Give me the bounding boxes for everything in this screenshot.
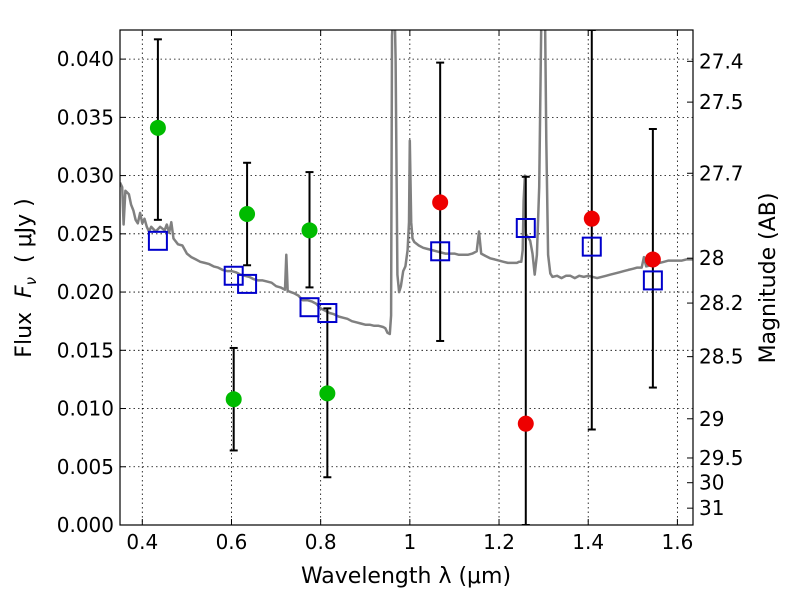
x-tick-label: 1.6 xyxy=(661,530,693,554)
magnitude-tick-label: 31 xyxy=(699,496,724,520)
data-point xyxy=(644,251,661,268)
magnitude-tick-label: 27.5 xyxy=(699,90,744,114)
y-tick-label: 0.015 xyxy=(57,338,114,362)
data-point xyxy=(317,303,338,324)
data-point xyxy=(239,206,256,223)
data-point xyxy=(225,391,242,408)
magnitude-tick-label: 30 xyxy=(699,471,724,495)
y-tick-label: 0.040 xyxy=(57,47,114,71)
magnitude-tick-label: 29.5 xyxy=(699,446,744,470)
magnitude-tick-label: 28.2 xyxy=(699,291,744,315)
magnitude-tick-label: 28 xyxy=(699,246,724,270)
x-tick-label: 0.4 xyxy=(126,530,158,554)
magnitude-tick-label: 28.5 xyxy=(699,345,744,369)
data-markers xyxy=(147,119,663,432)
plot-background xyxy=(120,30,693,525)
data-point xyxy=(642,270,663,291)
y-tick-label: 0.025 xyxy=(57,222,114,246)
y-tick-label: 0.020 xyxy=(57,280,114,304)
data-point xyxy=(319,385,336,402)
x-tick-label: 1.4 xyxy=(572,530,604,554)
x-tick-label: 0.8 xyxy=(305,530,337,554)
data-point xyxy=(581,236,602,257)
x-tick-label: 1 xyxy=(403,530,416,554)
data-point xyxy=(517,415,534,432)
y-tick-label: 0.010 xyxy=(57,397,114,421)
right-axis-label: Magnitude (AB) xyxy=(756,193,781,364)
x-tick-label: 1.2 xyxy=(483,530,515,554)
y-axis-label: Flux Fν ( μJy ) xyxy=(12,198,40,357)
magnitude-tick-label: 29 xyxy=(699,407,724,431)
data-point xyxy=(147,230,168,251)
plot-frame xyxy=(119,29,694,526)
model-spectrum xyxy=(120,30,693,336)
data-point xyxy=(149,119,166,136)
x-tick-label: 0.6 xyxy=(216,530,248,554)
data-point xyxy=(432,194,449,211)
y-tick-label: 0.005 xyxy=(57,455,114,479)
y-tick-labels: 0.000 0.005 0.010 0.015 0.020 0.025 0.030 0.035… xyxy=(57,47,114,537)
x-axis-label: Wavelength λ (μm) xyxy=(301,564,511,589)
x-tick-labels: 0.4 0.6 0.8 1 1.2 1.4 1.6 xyxy=(126,530,693,554)
data-point xyxy=(515,218,536,238)
y-tick-label: 0.000 xyxy=(57,513,114,537)
y-tick-label: 0.030 xyxy=(57,164,114,188)
data-point xyxy=(583,210,600,227)
data-point xyxy=(237,273,258,294)
magnitude-tick-label: 27.7 xyxy=(699,161,744,185)
magnitude-tick-label: 27.4 xyxy=(699,49,744,73)
data-point xyxy=(430,241,451,262)
y-tick-label: 0.035 xyxy=(57,105,114,129)
sed-line xyxy=(120,30,693,336)
axis-ticks xyxy=(120,30,693,526)
data-point xyxy=(301,222,318,239)
